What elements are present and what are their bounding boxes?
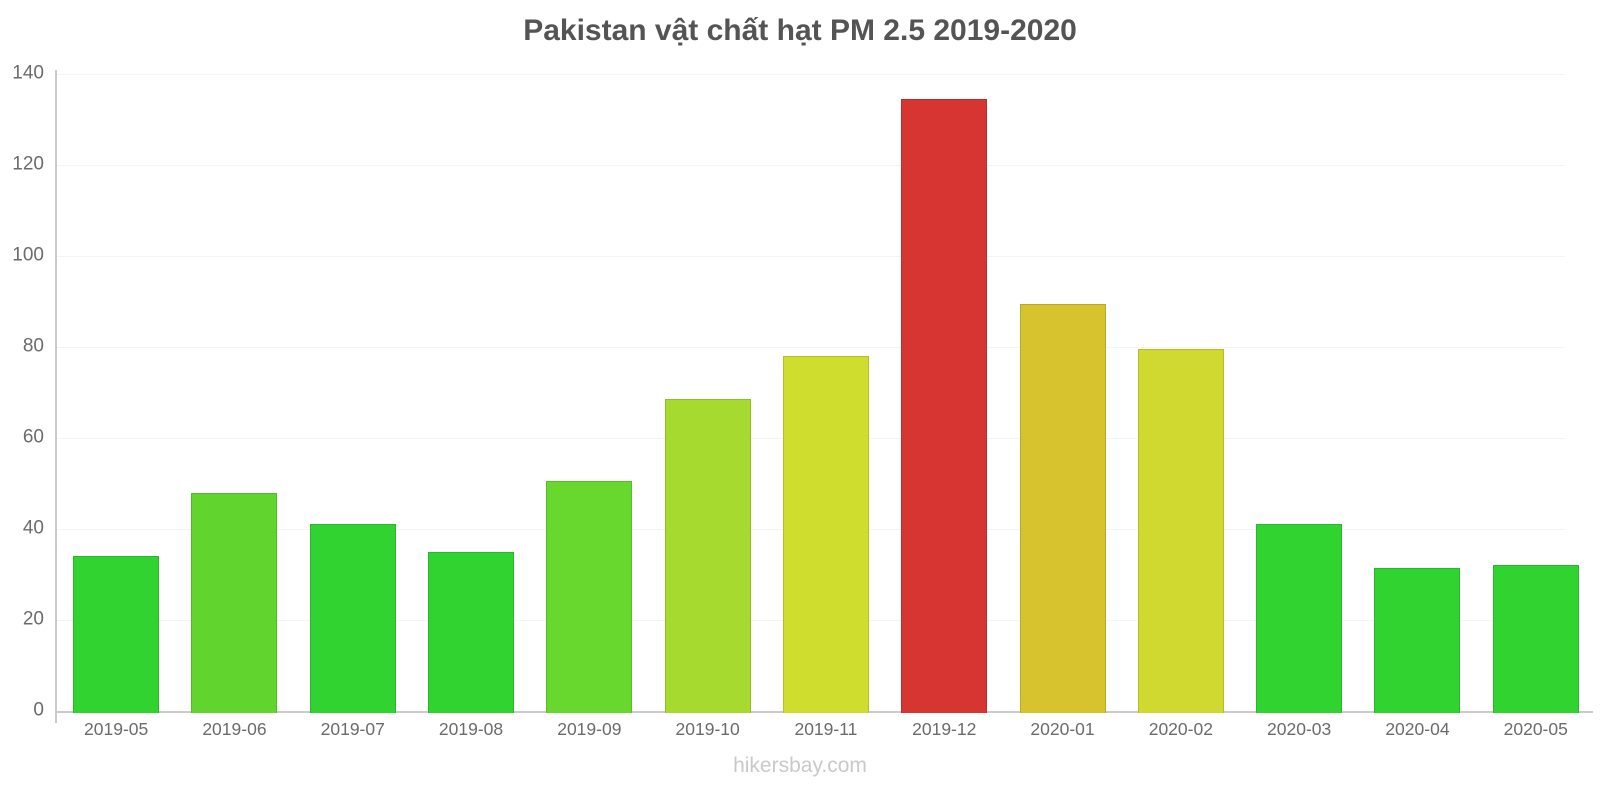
y-tick-label-120: 120 — [12, 153, 44, 175]
bar-2019-06 — [191, 492, 278, 713]
y-tick-label-40: 40 — [22, 517, 44, 539]
x-tick-label-2019-07: 2019-07 — [320, 719, 385, 739]
chart-title: Pakistan vật chất hạt PM 2.5 2019-2020 — [523, 14, 1077, 47]
gridline-y-80 — [55, 347, 1565, 348]
gridline-y-100 — [55, 256, 1565, 257]
x-tick-label-2020-03: 2020-03 — [1267, 719, 1332, 739]
x-tick-label-2019-05: 2019-05 — [84, 719, 149, 739]
bar-2019-10 — [664, 399, 751, 713]
x-tick-label-2020-04: 2020-04 — [1385, 719, 1450, 739]
bar-2020-05 — [1492, 565, 1579, 713]
watermark-text: hikersbay.com — [733, 754, 867, 777]
bar-2019-11 — [782, 356, 869, 713]
x-tick-label-2019-11: 2019-11 — [794, 719, 858, 739]
x-tick-label-2019-10: 2019-10 — [675, 719, 740, 739]
x-tick-label-2020-01: 2020-01 — [1030, 719, 1095, 739]
bar-2020-01 — [1019, 303, 1106, 713]
bar-2019-05 — [73, 556, 160, 713]
bar-2020-02 — [1137, 349, 1224, 713]
x-tick-label-2020-05: 2020-05 — [1503, 719, 1568, 739]
x-tick-label-2019-08: 2019-08 — [438, 719, 504, 739]
bar-2019-12 — [901, 99, 988, 713]
y-tick-label-20: 20 — [22, 608, 44, 630]
bar-2020-04 — [1374, 567, 1461, 713]
x-tick-label-2019-12: 2019-12 — [912, 719, 977, 739]
y-tick-label-60: 60 — [22, 426, 44, 448]
bar-2019-09 — [546, 481, 633, 713]
y-tick-label-0: 0 — [33, 699, 44, 721]
bar-2019-07 — [309, 524, 396, 713]
y-tick-label-100: 100 — [12, 244, 44, 266]
gridline-y-120 — [55, 165, 1565, 166]
x-tick-label-2020-02: 2020-02 — [1148, 719, 1213, 739]
y-tick-label-80: 80 — [22, 335, 44, 357]
x-tick-label-2019-06: 2019-06 — [202, 719, 267, 739]
y-axis-line — [55, 70, 57, 723]
y-tick-label-140: 140 — [12, 62, 44, 84]
bar-2019-08 — [428, 551, 515, 713]
bar-2020-03 — [1256, 524, 1343, 713]
gridline-y-140 — [55, 74, 1565, 75]
x-tick-label-2019-09: 2019-09 — [557, 719, 622, 739]
